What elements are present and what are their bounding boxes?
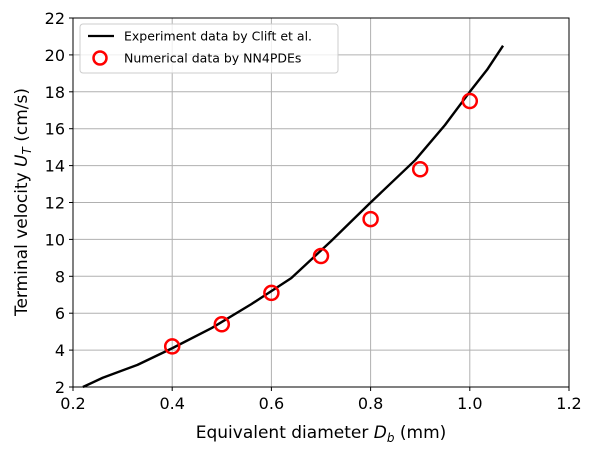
y-tick-label: 20 <box>45 46 65 65</box>
x-tick-label: 0.2 <box>60 394 85 413</box>
tick-layer: 0.2 0.4 0.6 0.8 1.0 1.2 2 4 6 8 10 12 14 16 18 20 22 <box>45 9 582 413</box>
x-tick-label: 1.0 <box>457 394 482 413</box>
numerical-data-point <box>163 338 181 355</box>
y-tick-label: 4 <box>55 341 65 360</box>
series-layer <box>82 45 505 389</box>
y-tick-label: 12 <box>45 194 65 213</box>
y-tick-label: 2 <box>55 378 65 397</box>
x-axis-label-prefix: Equivalent diameter <box>196 423 374 443</box>
x-tick-label: 0.6 <box>259 394 284 413</box>
x-tick-label: 0.4 <box>159 394 184 413</box>
x-axis-label: Equivalent diameter Db (mm) <box>196 423 447 445</box>
y-axis-label-symbol: U <box>12 154 32 167</box>
legend-entry-experiment: Experiment data by Clift et al. <box>124 29 312 44</box>
x-tick-label: 0.8 <box>358 394 383 413</box>
legend: Experiment data by Clift et al. Numerica… <box>79 23 339 74</box>
x-tick-label: 1.2 <box>556 394 581 413</box>
numerical-data-point <box>312 247 330 265</box>
y-tick-label: 18 <box>45 83 65 102</box>
experiment-curve <box>82 45 505 389</box>
y-axis-label: Terminal velocity UT (cm/s) <box>12 88 34 317</box>
y-axis-label-unit: (cm/s) <box>12 88 32 147</box>
y-tick-label: 14 <box>45 157 65 176</box>
numerical-data-point <box>411 161 429 178</box>
y-tick-label: 8 <box>55 267 65 286</box>
legend-entry-numerical: Numerical data by NN4PDEs <box>124 51 301 66</box>
legend-marker-swatch <box>92 50 108 66</box>
x-axis-label-subscript: b <box>387 431 395 445</box>
numerical-data-point <box>461 92 479 110</box>
y-axis-label-prefix: Terminal velocity <box>12 167 32 317</box>
numerical-data-point <box>362 210 379 228</box>
x-axis-label-unit: (mm) <box>394 423 446 443</box>
legend-box <box>79 23 339 74</box>
y-tick-label: 16 <box>45 120 65 139</box>
numerical-data-point <box>263 284 280 302</box>
numerical-data-point <box>213 316 231 333</box>
y-tick-label: 10 <box>45 230 65 249</box>
x-axis-label-symbol: D <box>374 423 387 443</box>
y-tick-label: 6 <box>55 304 65 323</box>
y-axis-label-subscript: T <box>20 145 34 154</box>
y-tick-label: 22 <box>45 9 65 28</box>
